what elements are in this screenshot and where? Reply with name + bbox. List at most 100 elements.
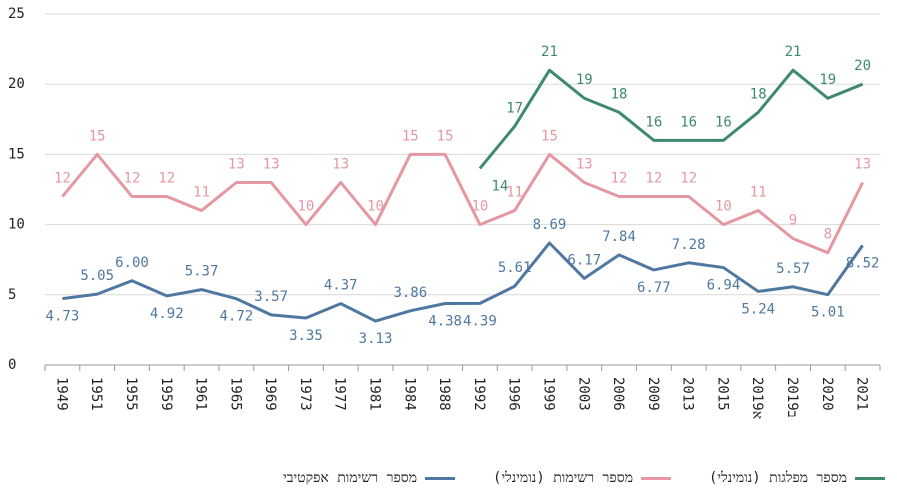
series-line (478, 68, 864, 170)
x-tick-label: 2021 (854, 377, 870, 411)
legend-item: מספר מפלגות (נומינלי) (709, 470, 885, 487)
legend-label: מספר מפלגות (נומינלי) (709, 470, 847, 486)
data-label: 18 (750, 86, 767, 102)
data-label: 3.35 (289, 328, 323, 344)
data-label: 12 (611, 171, 628, 187)
data-label: 15 (541, 128, 558, 144)
x-tick-label: 1965 (227, 377, 243, 411)
data-label: 11 (193, 185, 210, 201)
y-tick-label: 25 (8, 6, 25, 22)
x-tick-label: 2019ב (784, 377, 800, 418)
data-label: 13 (228, 156, 245, 172)
legend-swatch (855, 477, 885, 480)
data-label: 6.77 (637, 280, 671, 296)
data-label: 9 (789, 213, 797, 229)
series-line (61, 152, 864, 255)
data-label: 11 (506, 185, 523, 201)
data-label: 4.72 (219, 309, 253, 325)
data-label: 14 (491, 178, 508, 194)
x-tick-label: 2006 (610, 377, 626, 411)
data-label: 5.24 (741, 301, 775, 317)
legend-label: מספר רשימות אפקטיבי (283, 470, 418, 486)
x-tick-label: 1977 (332, 377, 348, 411)
data-label: 6.94 (707, 278, 741, 294)
x-tick-label: 1984 (401, 377, 417, 411)
data-label: 15 (402, 128, 419, 144)
chart: 0 5 10 15 20 25 1949 1951 1955 1959 1961 1965 1969 19… (8, 6, 881, 419)
x-tick-label: 1999 (540, 377, 556, 411)
x-tick-label: 1951 (88, 377, 104, 411)
data-label: 6.00 (115, 255, 149, 271)
y-tick-label: 15 (8, 146, 25, 162)
x-tick-label: 1996 (506, 377, 522, 411)
data-label: 13 (332, 156, 349, 172)
x-tick-label: 1992 (471, 377, 487, 411)
x-tick-label: 1955 (123, 377, 139, 411)
y-tick-label: 20 (8, 76, 25, 92)
data-label: 4.92 (150, 306, 184, 322)
data-label: 10 (367, 199, 384, 215)
data-label: 13 (263, 156, 280, 172)
data-label: 17 (506, 100, 523, 116)
data-label: 8 (824, 227, 832, 243)
data-label: 19 (576, 72, 593, 88)
x-tick-label: 1959 (158, 377, 174, 411)
data-label: 16 (645, 114, 662, 130)
data-label: 3.86 (393, 285, 427, 301)
data-label: 3.57 (254, 289, 288, 305)
x-tick-label: 1981 (367, 377, 383, 411)
data-label: 10 (298, 199, 315, 215)
x-tick-label: 2013 (680, 377, 696, 411)
data-label: 7.84 (602, 229, 636, 245)
data-label: 4.39 (463, 313, 497, 329)
data-label: 12 (645, 171, 662, 187)
data-label: 12 (124, 171, 141, 187)
legend-label: מספר רשימות (נומינלי) (493, 470, 633, 486)
data-label: 3.13 (359, 331, 393, 347)
data-label: 5.37 (185, 264, 219, 280)
data-label: 15 (89, 128, 106, 144)
x-tick-label: 1973 (297, 377, 313, 411)
data-label: 4.73 (46, 309, 80, 325)
y-tick-label: 0 (8, 357, 16, 373)
data-label: 12 (158, 171, 175, 187)
data-label: 15 (437, 128, 454, 144)
data-label: 19 (819, 72, 836, 88)
data-label: 13 (854, 156, 871, 172)
data-label: 12 (680, 171, 697, 187)
data-label: 5.61 (498, 260, 532, 276)
x-tick-label: 2020 (819, 377, 835, 411)
data-label: 10 (715, 199, 732, 215)
legend-swatch (641, 477, 671, 480)
data-label: 18 (611, 86, 628, 102)
data-label: 12 (54, 171, 71, 187)
data-label: 13 (576, 156, 593, 172)
series-line (62, 241, 864, 323)
x-tick-label: 2019א (749, 377, 765, 419)
x-tick-label: 1969 (262, 377, 278, 411)
data-label: 4.37 (324, 278, 358, 294)
data-label: 7.28 (672, 237, 706, 253)
data-label: 16 (715, 114, 732, 130)
legend-item: מספר רשימות (נומינלי) (493, 470, 671, 487)
x-tick-label: 1949 (53, 377, 69, 411)
x-tick-label: 2015 (714, 377, 730, 411)
x-tick-label: 2009 (645, 377, 661, 411)
data-label: 4.38 (428, 314, 462, 330)
y-tick-label: 10 (8, 217, 25, 233)
x-tick-label: 1961 (193, 377, 209, 411)
data-label: 21 (785, 44, 802, 60)
legend-swatch (425, 477, 456, 480)
data-label: 5.57 (776, 261, 810, 277)
data-label: 21 (541, 44, 558, 60)
legend: מספר מפלגות (נומינלי) מספר רשימות (נומינל… (0, 470, 885, 487)
data-label: 16 (680, 114, 697, 130)
data-label: 10 (471, 199, 488, 215)
data-label: 8.52 (846, 255, 880, 271)
data-label: 8.69 (533, 217, 567, 233)
y-tick-label: 5 (8, 287, 16, 303)
data-label: 6.17 (567, 252, 601, 268)
data-label: 11 (750, 185, 767, 201)
data-label: 5.05 (80, 268, 114, 284)
